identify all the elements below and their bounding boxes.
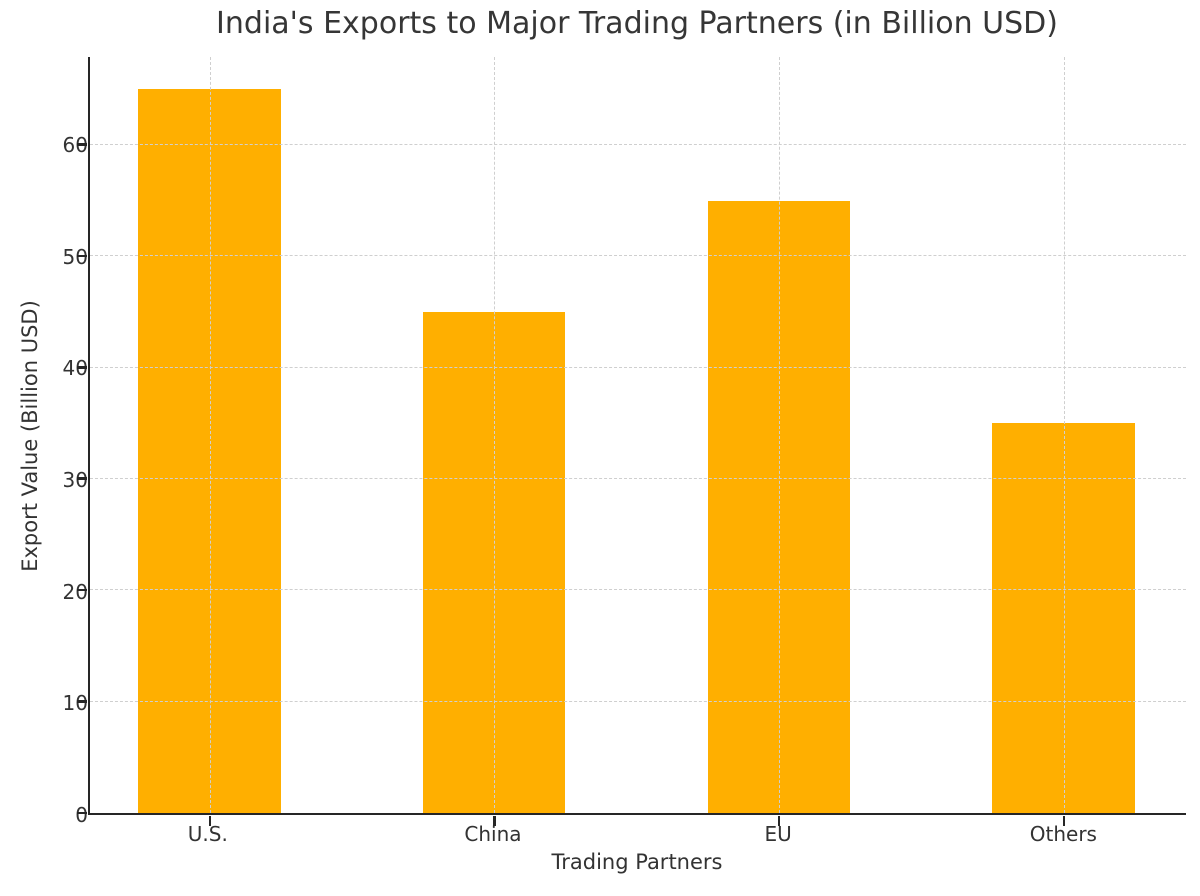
x-tick-label-us: U.S. xyxy=(187,822,228,846)
chart-title: India's Exports to Major Trading Partner… xyxy=(216,6,1058,41)
gridline-y-50 xyxy=(90,255,1186,257)
x-tick-mark-eu xyxy=(777,816,781,826)
x-tick-label-china: China xyxy=(464,822,522,846)
gridline-x-us xyxy=(209,57,211,813)
bar-eu xyxy=(707,200,851,813)
gridline-x-eu xyxy=(778,57,780,813)
x-tick-mark-us xyxy=(208,816,212,826)
y-tick-label-0: 0 xyxy=(75,803,88,827)
gridline-y-60 xyxy=(90,143,1186,145)
x-tick-label-eu: EU xyxy=(764,822,792,846)
gridline-x-others xyxy=(1063,57,1065,813)
y-tick-mark-10 xyxy=(77,700,87,703)
y-tick-label-30: 30 xyxy=(62,468,88,493)
y-tick-mark-20 xyxy=(77,588,87,592)
y-tick-mark-50 xyxy=(77,254,87,258)
plot-area xyxy=(77,57,1186,826)
y-tick-mark-0 xyxy=(77,811,87,814)
gridline-x-china xyxy=(494,57,496,813)
x-tick-mark-china xyxy=(493,816,496,826)
x-tick-label-others: Others xyxy=(1029,822,1097,846)
y-tick-mark-60 xyxy=(77,143,87,146)
bar-us xyxy=(138,89,281,813)
y-tick-label-20: 20 xyxy=(62,579,88,604)
gridline-y-30 xyxy=(90,477,1186,479)
y-tick-label-10: 10 xyxy=(62,691,88,716)
x-tick-mark-others xyxy=(1062,816,1066,826)
gridline-y-10 xyxy=(90,700,1186,702)
bar-others xyxy=(992,423,1135,813)
gridline-y-40 xyxy=(90,366,1186,368)
bar-china xyxy=(423,311,566,813)
gridline-y-20 xyxy=(90,589,1186,591)
y-axis-label: Export Value (Billion USD) xyxy=(18,300,42,572)
y-tick-mark-30 xyxy=(77,477,87,480)
x-axis-label: Trading Partners xyxy=(551,850,723,874)
y-tick-mark-40 xyxy=(77,366,87,369)
